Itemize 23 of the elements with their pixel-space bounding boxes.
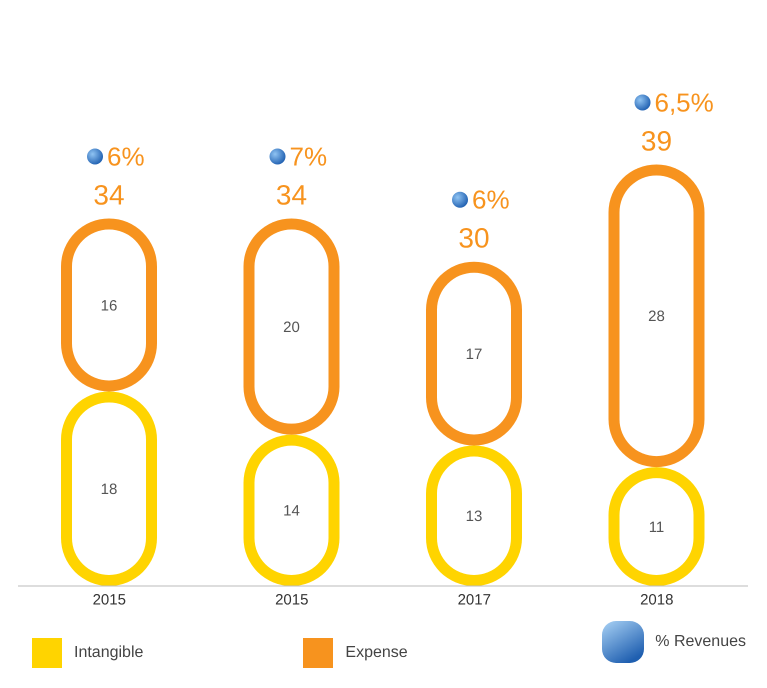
total-label: 30 xyxy=(458,222,490,254)
annotation: 6% xyxy=(472,184,510,215)
x-tick-label: 2015 xyxy=(92,592,126,609)
x-tick-label: 2018 xyxy=(640,592,674,609)
text: % Revenues xyxy=(655,633,746,651)
data-label: 16 xyxy=(100,297,118,314)
data-label: 17 xyxy=(466,346,482,363)
legend-label: Intangible xyxy=(74,644,144,662)
legend-label: Expense xyxy=(345,644,408,662)
total-label: 39 xyxy=(640,125,672,156)
total-label: 34 xyxy=(276,180,308,211)
data-label: 28 xyxy=(648,308,665,326)
data-label: 11 xyxy=(648,518,664,536)
text: 6,5% xyxy=(654,87,714,118)
annotation: 7% xyxy=(290,142,328,172)
data-label: 20 xyxy=(283,318,300,336)
data-label: 14 xyxy=(283,502,300,520)
data-label: 18 xyxy=(100,481,118,498)
data-label: 13 xyxy=(466,508,482,526)
total-label: 34 xyxy=(93,180,125,211)
x-tick-label: 2015 xyxy=(275,592,308,609)
annotation: 6% xyxy=(107,142,145,172)
x-tick-label: 2017 xyxy=(458,592,491,609)
